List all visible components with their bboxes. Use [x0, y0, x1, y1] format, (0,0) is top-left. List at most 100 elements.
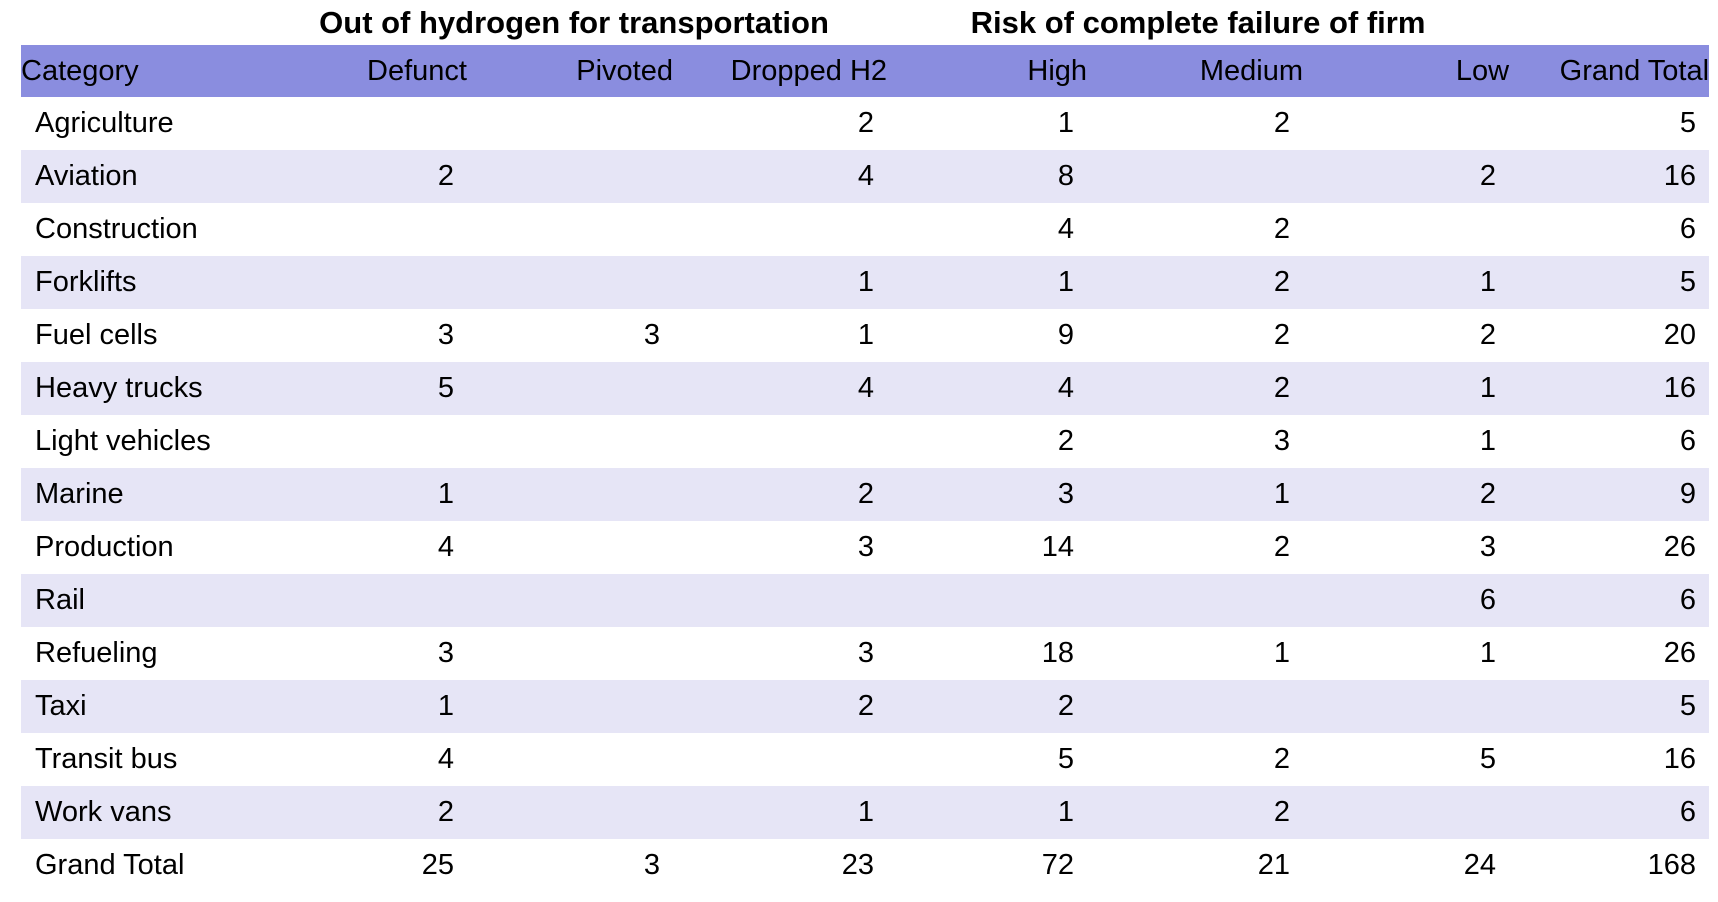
- value-cell: 2: [1057, 690, 1075, 722]
- value-cell: [467, 733, 673, 786]
- table-row: Production 4 3 14 2 3 26: [21, 521, 1709, 574]
- value-cell: [261, 415, 467, 468]
- table-row: Aviation 2 4 8 2 16: [21, 150, 1710, 203]
- value-cell: [261, 97, 467, 150]
- value-cell: 3: [857, 531, 875, 563]
- value-cell: 6: [1679, 584, 1697, 616]
- value-cell: 6: [1679, 425, 1697, 457]
- category-cell: Fuel cells: [35, 319, 158, 351]
- value-cell: [1087, 150, 1303, 203]
- value-cell: [261, 256, 467, 309]
- group-title-row: Out of hydrogen for transportation Risk …: [21, 0, 1710, 45]
- value-cell: [467, 680, 673, 733]
- column-header-category: Category: [21, 45, 261, 97]
- column-header-pivoted: Pivoted: [467, 45, 673, 97]
- value-cell: [467, 521, 673, 574]
- category-cell: Grand Total: [35, 849, 185, 881]
- value-cell: [467, 150, 673, 203]
- value-cell: 1: [1057, 266, 1075, 298]
- value-cell: 18: [1041, 637, 1075, 669]
- value-cell: 1: [1273, 478, 1291, 510]
- value-cell: [673, 203, 887, 256]
- value-cell: [1303, 203, 1509, 256]
- value-cell: 2: [1479, 478, 1497, 510]
- value-cell: [673, 733, 887, 786]
- category-cell: Forklifts: [35, 266, 137, 298]
- value-cell: 26: [1663, 531, 1697, 563]
- value-cell: 9: [1057, 319, 1075, 351]
- column-header-medium: Medium: [1087, 45, 1304, 97]
- value-cell: 4: [437, 531, 454, 563]
- value-cell: [467, 256, 673, 309]
- value-cell: 1: [1479, 372, 1497, 404]
- category-cell: Refueling: [35, 637, 158, 669]
- value-cell: 3: [643, 849, 660, 881]
- table-row: Marine 1 2 3 1 2 9: [21, 468, 1710, 521]
- value-cell: [467, 97, 673, 150]
- value-cell: [467, 362, 673, 415]
- value-cell: 6: [1479, 584, 1497, 616]
- value-cell: [887, 574, 1087, 627]
- table-body: Agriculture 2 1 2 5 Aviation 2 4 8 2 16 Constructio…: [21, 97, 1710, 892]
- value-cell: 2: [1273, 743, 1291, 775]
- table-row: Refueling 3 3 18 1 1 26: [21, 627, 1709, 680]
- pivot-table: Out of hydrogen for transportation Risk …: [21, 0, 1710, 892]
- value-cell: [261, 574, 467, 627]
- value-cell: 2: [437, 160, 454, 192]
- value-cell: 3: [437, 319, 454, 351]
- value-cell: [467, 574, 673, 627]
- value-cell: 2: [1273, 796, 1291, 828]
- value-cell: 4: [1057, 213, 1075, 245]
- value-cell: [1303, 680, 1509, 733]
- value-cell: [1087, 574, 1303, 627]
- value-cell: [1087, 680, 1303, 733]
- table-row: Rail 6 6: [21, 574, 1710, 627]
- value-cell: [1303, 97, 1509, 150]
- value-cell: 16: [1663, 743, 1697, 775]
- value-cell: 5: [1679, 266, 1697, 298]
- value-cell: 3: [437, 637, 454, 669]
- value-cell: 4: [437, 743, 454, 775]
- value-cell: 2: [1273, 266, 1291, 298]
- value-cell: 1: [1479, 425, 1497, 457]
- group-title-spacer-left: [21, 0, 261, 45]
- value-cell: 2: [1479, 319, 1497, 351]
- value-cell: [1303, 786, 1509, 839]
- table-row: Construction 4 2 6: [21, 203, 1709, 256]
- value-cell: 1: [1057, 107, 1075, 139]
- value-cell: [467, 203, 673, 256]
- value-cell: 8: [1057, 160, 1075, 192]
- value-cell: 1: [1479, 637, 1497, 669]
- value-cell: 2: [1273, 372, 1291, 404]
- value-cell: 1: [1273, 637, 1291, 669]
- category-cell: Marine: [35, 478, 124, 510]
- value-cell: 3: [1273, 425, 1291, 457]
- value-cell: 2: [857, 107, 875, 139]
- value-cell: 25: [421, 849, 454, 881]
- value-cell: 1: [1057, 796, 1075, 828]
- value-cell: 16: [1663, 160, 1697, 192]
- value-cell: 3: [1057, 478, 1075, 510]
- value-cell: 6: [1679, 796, 1697, 828]
- column-header-row: Category Defunct Pivoted Dropped H2 High…: [21, 45, 1710, 97]
- value-cell: 5: [1679, 107, 1697, 139]
- value-cell: 3: [1479, 531, 1497, 563]
- value-cell: [673, 574, 887, 627]
- value-cell: 2: [1273, 531, 1291, 563]
- value-cell: 2: [1273, 213, 1291, 245]
- value-cell: 168: [1647, 849, 1697, 881]
- value-cell: [467, 786, 673, 839]
- category-cell: Heavy trucks: [35, 372, 203, 404]
- category-cell: Light vehicles: [35, 425, 211, 457]
- table-row: Work vans 2 1 1 2 6: [21, 786, 1710, 839]
- value-cell: 16: [1663, 372, 1697, 404]
- value-cell: 5: [437, 372, 454, 404]
- grand-total-row: Grand Total 25 3 23 72 21 24 168: [21, 839, 1709, 892]
- column-header-dropped-h2: Dropped H2: [673, 45, 888, 97]
- value-cell: 2: [857, 690, 875, 722]
- category-cell: Construction: [35, 213, 198, 245]
- table-row: Forklifts 1 1 2 1 5: [21, 256, 1710, 309]
- value-cell: 14: [1041, 531, 1075, 563]
- value-cell: 26: [1663, 637, 1697, 669]
